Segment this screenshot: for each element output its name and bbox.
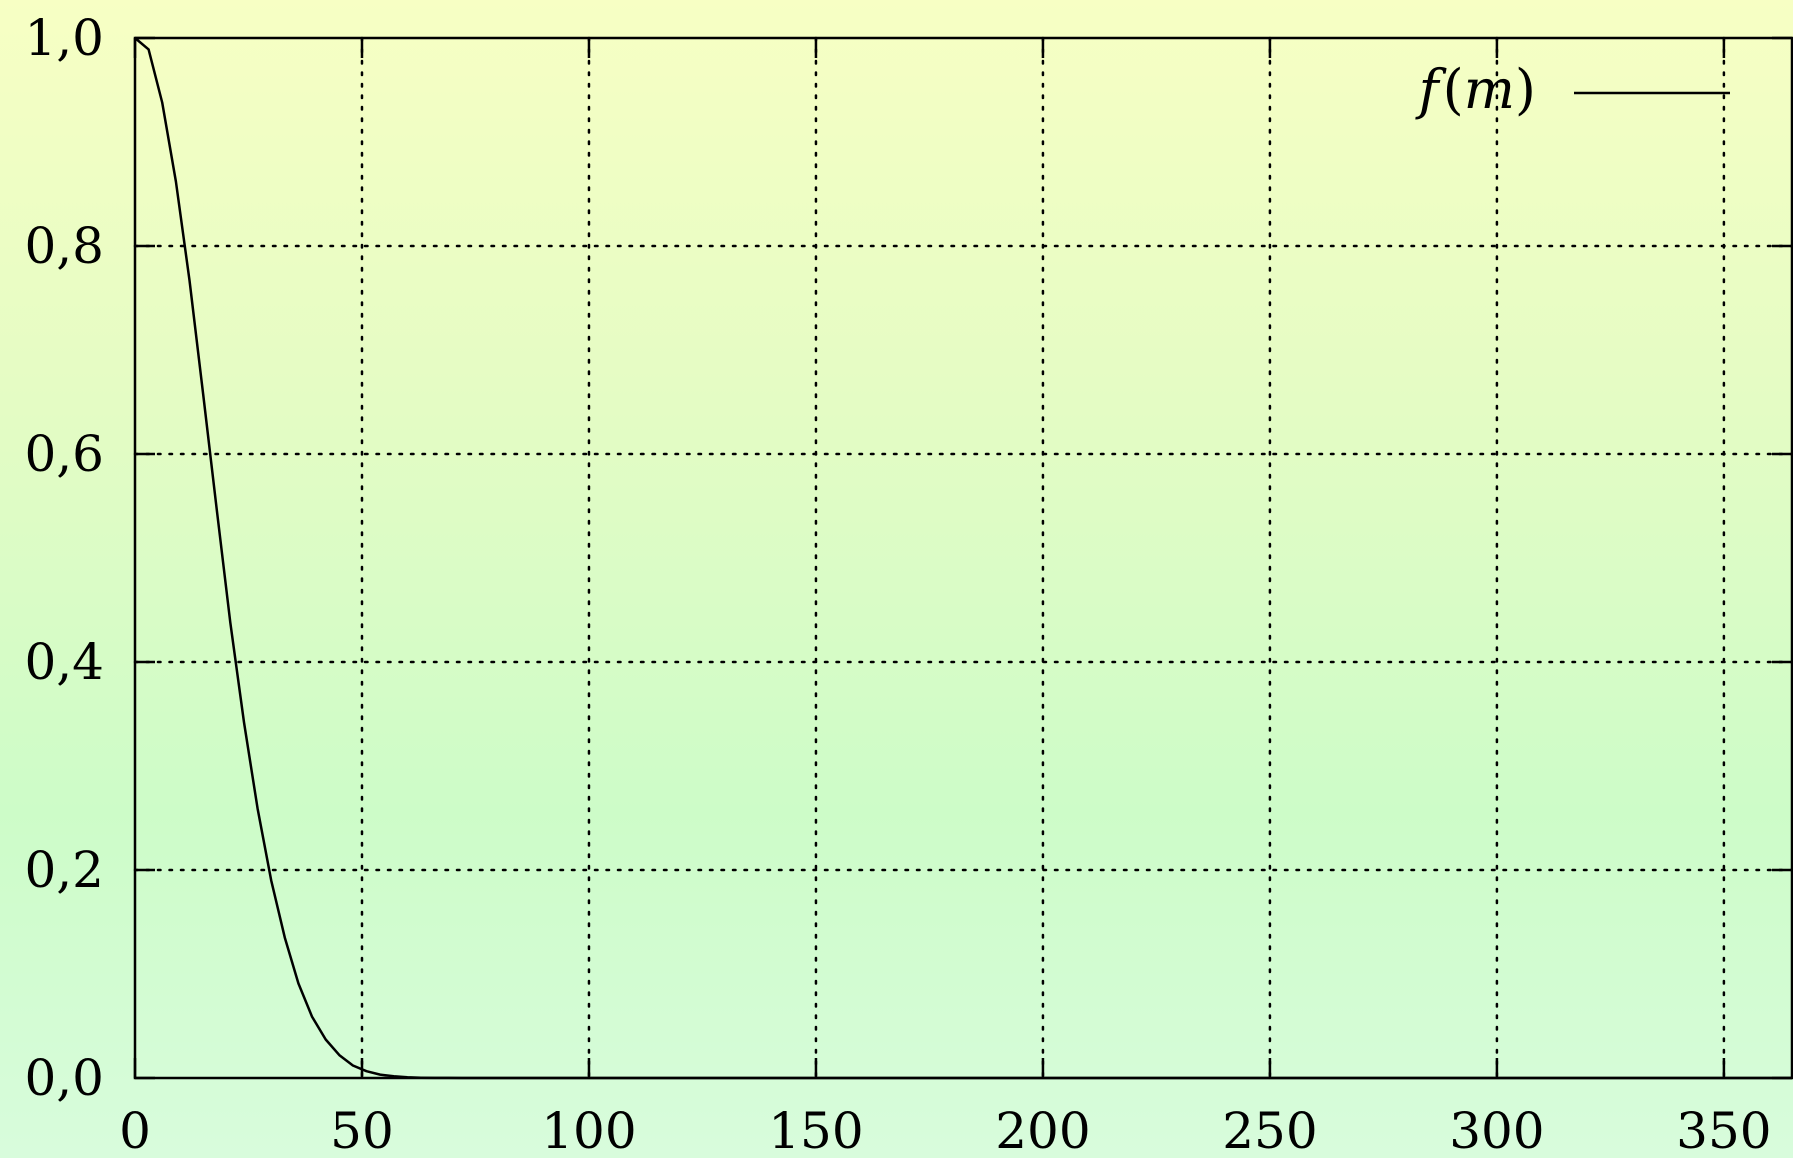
y-tick-label: 0,2: [24, 841, 104, 899]
y-tick-label: 1,0: [24, 9, 104, 67]
y-tick-label: 0,0: [24, 1049, 104, 1107]
x-tick-label: 100: [541, 1102, 636, 1158]
x-tick-label: 250: [1222, 1102, 1317, 1158]
x-tick-label: 200: [995, 1102, 1090, 1158]
x-tick-label: 350: [1676, 1102, 1771, 1158]
x-tick-label: 150: [768, 1102, 863, 1158]
legend: f(m): [1415, 58, 1730, 121]
grid-lines: [133, 36, 1793, 1080]
legend-arg: m: [1464, 58, 1515, 121]
y-tick-label: 0,4: [24, 633, 104, 691]
legend-close-paren: ): [1515, 58, 1536, 121]
y-tick-labels: 0,0 0,2 0,4 0,6 0,8 1,0: [24, 9, 104, 1107]
y-tick-label: 0,6: [24, 425, 104, 483]
series-line-f-m: [134, 37, 1792, 1080]
x-tick-labels: 0 50 100 150 200 250 300 350: [119, 1102, 1772, 1158]
plot-frame: [133, 36, 1793, 1080]
series-layer: [134, 37, 1792, 1080]
legend-label: f(m): [1415, 58, 1536, 121]
legend-open-paren: (: [1443, 58, 1464, 121]
x-tick-label: 50: [330, 1102, 394, 1158]
x-tick-label: 0: [119, 1102, 151, 1158]
y-tick-label: 0,8: [24, 217, 104, 275]
x-tick-label: 300: [1449, 1102, 1544, 1158]
axis-ticks: [133, 36, 1792, 1080]
